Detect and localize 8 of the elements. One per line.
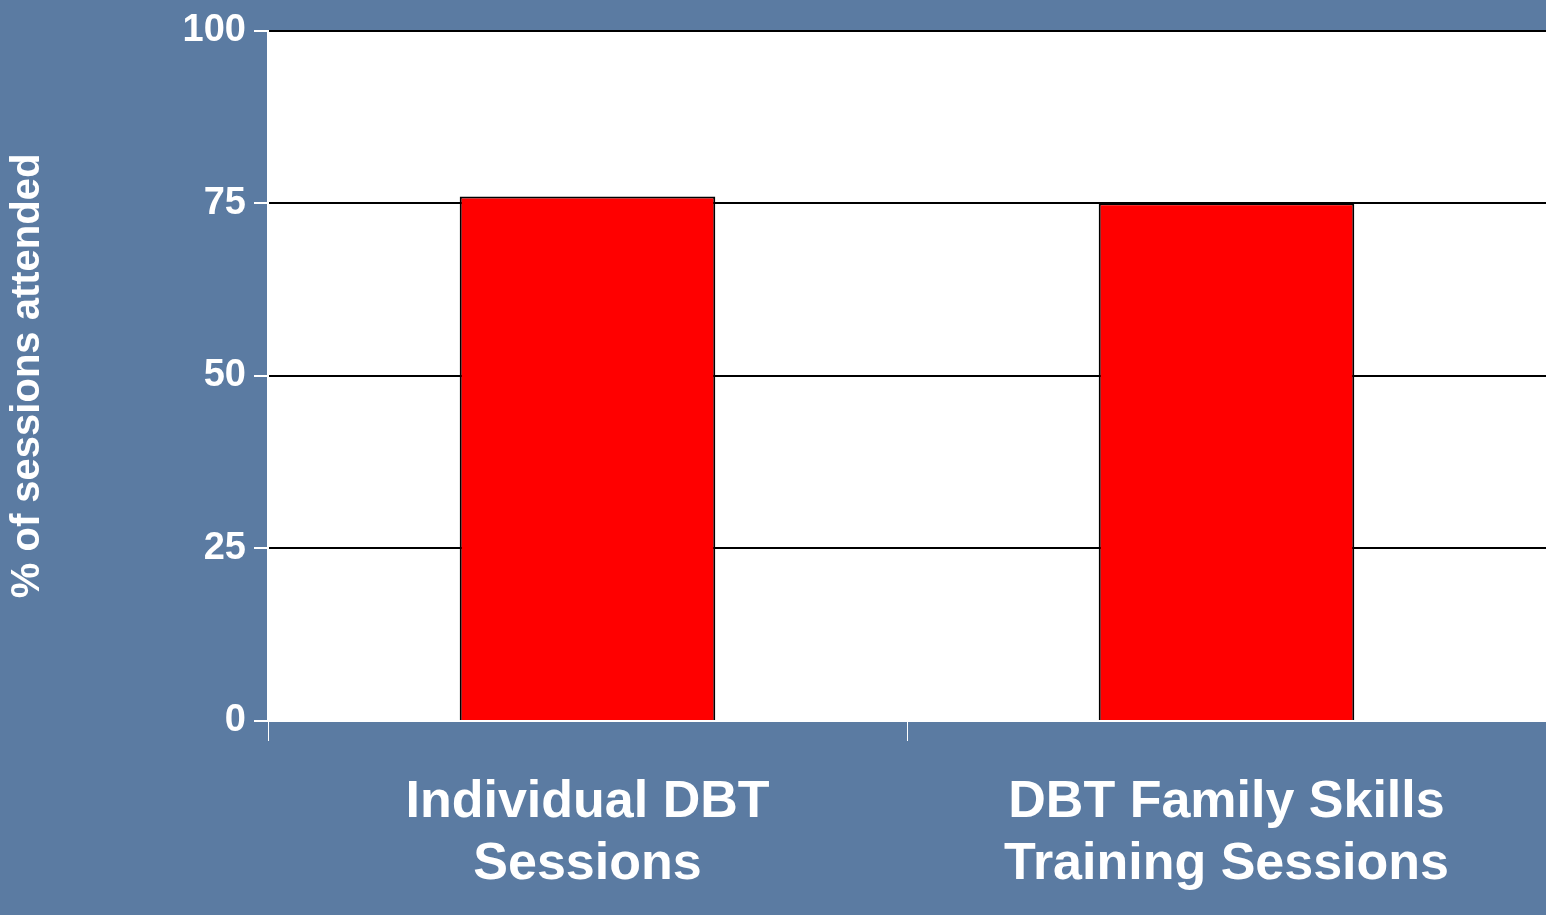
y-tick-label: 100 [182, 7, 246, 50]
y-tick-label: 0 [224, 697, 246, 740]
x-tick-label: DBT Family Skills Training Sessions [1003, 769, 1450, 890]
y-axis-title: % of sessions attended [3, 153, 48, 599]
y-tick-label: 50 [203, 352, 246, 395]
x-tick-label: Individual DBT Sessions [405, 769, 770, 890]
y-tick-label: 75 [203, 179, 246, 222]
y-tick-label: 25 [203, 524, 246, 567]
